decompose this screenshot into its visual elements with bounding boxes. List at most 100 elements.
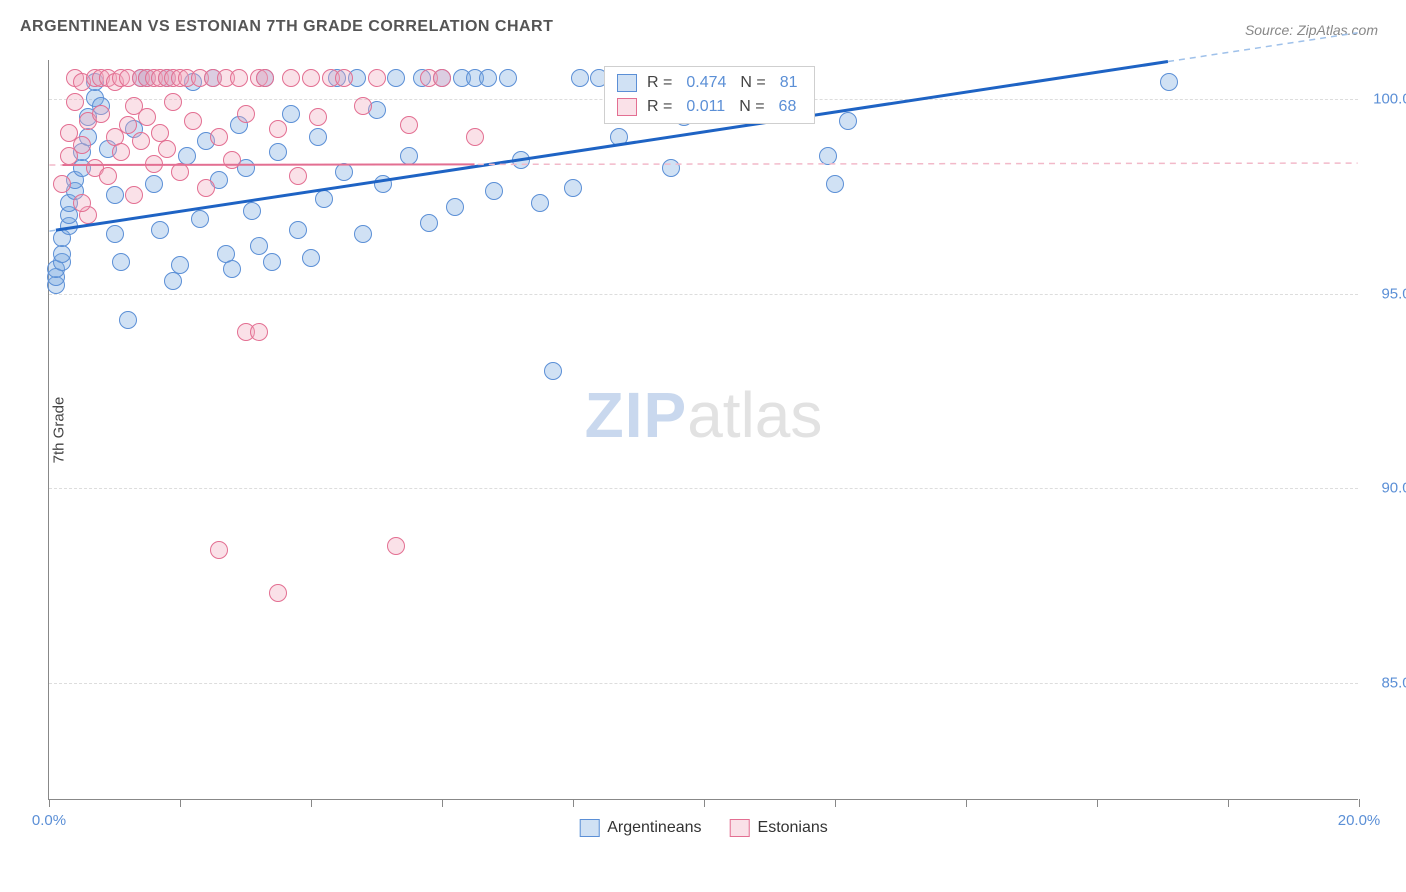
point-estonians [99, 167, 117, 185]
point-argentineans [171, 256, 189, 274]
swatch-argentineans [617, 74, 637, 92]
point-argentineans [145, 175, 163, 193]
point-argentineans [610, 128, 628, 146]
point-estonians [269, 584, 287, 602]
point-argentineans [289, 221, 307, 239]
point-estonians [335, 69, 353, 87]
point-argentineans [164, 272, 182, 290]
point-argentineans [112, 253, 130, 271]
point-estonians [223, 151, 241, 169]
x-tick [442, 799, 443, 807]
n-label: N = [740, 74, 765, 92]
point-estonians [197, 179, 215, 197]
y-tick-label: 95.0% [1381, 285, 1406, 302]
point-argentineans [315, 190, 333, 208]
point-estonians [256, 69, 274, 87]
legend-label-estonians: Estonians [758, 819, 828, 837]
r-label: R = [647, 74, 672, 92]
chart-title: ARGENTINEAN VS ESTONIAN 7TH GRADE CORREL… [20, 18, 553, 36]
point-argentineans [250, 237, 268, 255]
swatch-estonians [617, 98, 637, 116]
point-argentineans [564, 179, 582, 197]
point-argentineans [662, 159, 680, 177]
point-estonians [138, 108, 156, 126]
point-argentineans [544, 362, 562, 380]
x-tick [1097, 799, 1098, 807]
point-estonians [66, 93, 84, 111]
y-tick-label: 85.0% [1381, 675, 1406, 692]
point-argentineans [531, 194, 549, 212]
legend-item-estonians: Estonians [730, 819, 828, 837]
point-estonians [354, 97, 372, 115]
point-estonians [309, 108, 327, 126]
x-tick-label: 0.0% [32, 812, 66, 829]
point-argentineans [512, 151, 530, 169]
point-estonians [282, 69, 300, 87]
point-argentineans [119, 311, 137, 329]
x-tick-label: 20.0% [1338, 812, 1381, 829]
point-argentineans [335, 163, 353, 181]
swatch-argentineans-bottom [579, 819, 599, 837]
x-tick [966, 799, 967, 807]
point-argentineans [263, 253, 281, 271]
point-argentineans [485, 182, 503, 200]
point-estonians [302, 69, 320, 87]
point-estonians [171, 163, 189, 181]
legend-row-estonians: R = 0.011 N = 68 [605, 95, 814, 119]
point-argentineans [1160, 73, 1178, 91]
point-estonians [119, 116, 137, 134]
point-estonians [368, 69, 386, 87]
point-estonians [237, 105, 255, 123]
plot-area: 7th Grade ZIPatlas Argentineans Estonian… [48, 60, 1358, 800]
watermark-atlas: atlas [687, 379, 822, 451]
watermark-zip: ZIP [585, 379, 688, 451]
gridline [49, 683, 1358, 684]
series-legend: Argentineans Estonians [579, 819, 828, 837]
gridline [49, 294, 1358, 295]
x-tick [311, 799, 312, 807]
point-estonians [125, 186, 143, 204]
legend-item-argentineans: Argentineans [579, 819, 701, 837]
point-argentineans [839, 112, 857, 130]
n-label: N = [739, 98, 764, 116]
point-estonians [158, 140, 176, 158]
point-estonians [433, 69, 451, 87]
y-axis-label: 7th Grade [51, 396, 68, 463]
legend-row-argentineans: R = 0.474 N = 81 [605, 71, 814, 95]
n-value-estonians: 68 [779, 98, 797, 116]
gridline [49, 488, 1358, 489]
point-estonians [112, 143, 130, 161]
r-label: R = [647, 98, 672, 116]
point-estonians [250, 323, 268, 341]
x-tick [49, 799, 50, 807]
correlation-legend: R = 0.474 N = 81 R = 0.011 N = 68 [604, 66, 815, 124]
point-argentineans [151, 221, 169, 239]
point-estonians [269, 120, 287, 138]
point-argentineans [106, 225, 124, 243]
point-argentineans [571, 69, 589, 87]
r-value-argentineans: 0.474 [686, 74, 726, 92]
point-argentineans [269, 143, 287, 161]
point-argentineans [420, 214, 438, 232]
point-argentineans [53, 245, 71, 263]
x-tick [180, 799, 181, 807]
x-tick [704, 799, 705, 807]
point-argentineans [309, 128, 327, 146]
point-estonians [73, 136, 91, 154]
point-argentineans [446, 198, 464, 216]
point-argentineans [223, 260, 241, 278]
x-tick [1359, 799, 1360, 807]
point-argentineans [387, 69, 405, 87]
point-argentineans [826, 175, 844, 193]
point-estonians [184, 112, 202, 130]
point-estonians [387, 537, 405, 555]
r-value-estonians: 0.011 [686, 98, 725, 116]
point-estonians [466, 128, 484, 146]
n-value-argentineans: 81 [780, 74, 798, 92]
point-argentineans [374, 175, 392, 193]
point-argentineans [499, 69, 517, 87]
legend-label-argentineans: Argentineans [607, 819, 701, 837]
point-estonians [132, 132, 150, 150]
point-estonians [73, 194, 91, 212]
watermark: ZIPatlas [585, 378, 823, 452]
